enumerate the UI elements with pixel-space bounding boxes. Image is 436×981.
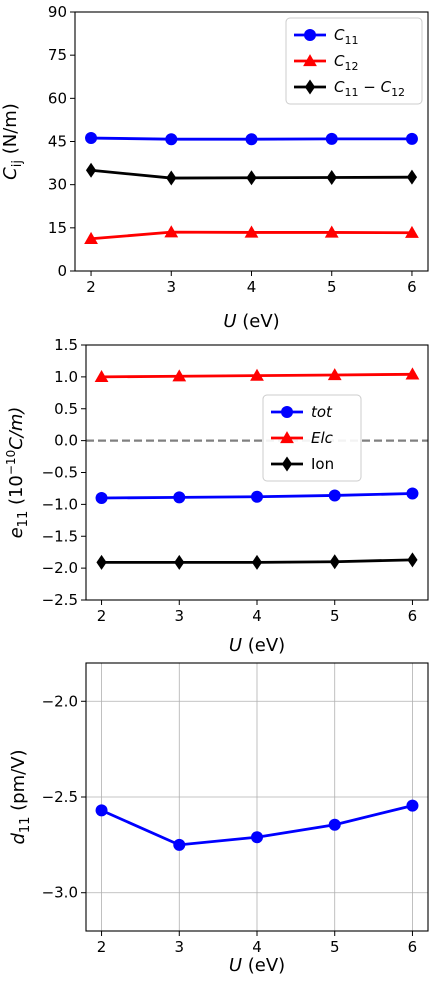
y-tick-label: 90: [48, 3, 67, 21]
y-tick-label: 0: [57, 262, 67, 280]
legend: C11 C12 C11 − C12: [285, 17, 423, 105]
x-tick-label: 3: [174, 938, 184, 956]
x-axis-label: U (eV): [229, 635, 285, 656]
data-point: [172, 369, 187, 382]
legend-marker: [281, 456, 293, 472]
x-tick-label: 4: [247, 278, 257, 296]
data-point: [406, 799, 419, 812]
y-tick-label: 75: [48, 46, 67, 64]
data-point: [406, 169, 418, 185]
data-point: [166, 170, 177, 186]
data-point: [327, 368, 342, 381]
legend-label: Ion: [311, 455, 334, 473]
legend-box: [285, 17, 423, 105]
x-axis-label: U (eV): [229, 955, 285, 976]
x-tick-label: 4: [252, 938, 262, 956]
legend-marker: [281, 406, 293, 418]
y-tick-label: −2.0: [42, 559, 78, 577]
x-tick-label: 5: [330, 938, 340, 956]
y-tick-label: −2.5: [42, 788, 78, 806]
y-tick-label: −2.5: [42, 591, 78, 609]
data-point: [244, 225, 259, 238]
y-tick-label: −3.0: [42, 884, 78, 902]
data-point: [407, 552, 418, 568]
x-tick-label: 2: [97, 938, 107, 956]
data-point: [325, 132, 338, 145]
legend-marker: [303, 54, 317, 67]
y-axis-label: d11 (pm/V): [8, 749, 33, 844]
data-point: [328, 818, 341, 831]
data-point: [173, 491, 186, 504]
data-point: [251, 831, 263, 844]
data-point: [251, 554, 263, 570]
y-tick-label: 45: [48, 133, 67, 151]
x-tick-label: 6: [408, 607, 418, 625]
legend-label: C11 − C12: [334, 78, 405, 99]
legend-label: tot: [311, 403, 333, 421]
data-point: [164, 225, 179, 238]
data-point: [96, 554, 107, 570]
plot-frame: [85, 662, 429, 932]
y-tick-label: 0.0: [54, 432, 78, 450]
data-point: [165, 133, 178, 146]
data-point: [84, 231, 98, 244]
legend: tot Elc Ion: [262, 394, 362, 482]
data-point: [405, 132, 418, 145]
y-tick-label: −1.5: [42, 527, 78, 545]
data-point: [94, 369, 109, 383]
legend-label: C11: [334, 26, 358, 47]
y-tick-label: −1.0: [42, 495, 78, 513]
data-point: [85, 132, 98, 145]
y-tick-label: 30: [48, 176, 67, 194]
data-point: [245, 133, 258, 146]
data-point: [406, 487, 419, 500]
data-point: [246, 170, 257, 186]
chart-panel-3: 2 3 4 5 6 −3.0 −2.5 −2.0 U (eV) d11 (pm/V): [8, 662, 429, 976]
data-point: [173, 838, 186, 851]
legend-label: C12: [334, 52, 358, 73]
x-tick-label: 5: [330, 607, 340, 625]
x-tick-label: 6: [408, 938, 418, 956]
x-tick-label: 6: [407, 278, 417, 296]
data-point: [174, 554, 185, 570]
y-tick-label: 1.5: [54, 336, 78, 354]
data-point: [95, 492, 108, 504]
data-point: [324, 225, 339, 238]
plot-frame: [74, 11, 429, 272]
data-point: [250, 368, 264, 381]
data-point: [95, 804, 108, 817]
x-tick-label: 2: [97, 607, 107, 625]
x-tick-label: 4: [252, 607, 262, 625]
x-axis-label: U (eV): [223, 311, 279, 332]
legend-marker: [280, 431, 294, 444]
x-tick-label: 3: [174, 607, 184, 625]
y-tick-label: 15: [48, 219, 67, 237]
data-point: [328, 489, 341, 502]
y-tick-label: −0.5: [42, 464, 78, 482]
y-tick-label: −2.0: [42, 692, 78, 710]
data-point: [405, 225, 419, 238]
x-tick-label: 3: [166, 278, 176, 296]
y-tick-label: 0.5: [54, 400, 78, 418]
legend-marker: [304, 79, 316, 95]
y-axis-label: e11 (10−10C/m): [4, 407, 31, 539]
y-tick-label: 1.0: [54, 368, 78, 386]
y-tick-label: 60: [48, 89, 67, 107]
x-tick-label: 2: [86, 278, 96, 296]
data-point: [251, 490, 263, 503]
legend-label: Elc: [311, 429, 334, 447]
x-tick-label: 5: [327, 278, 337, 296]
y-axis-label: Cij (N/m): [0, 103, 25, 180]
data-point: [85, 162, 97, 178]
data-point: [329, 554, 340, 570]
plot-frame: [85, 344, 429, 601]
chart-panel-2: 2 3 4 5 6 −2.5 −2.0 −1.5 −1.0 −0.5 0.0 0.5 1.0 1.5 U (…: [4, 336, 429, 656]
legend-marker: [304, 29, 316, 41]
data-point: [405, 367, 420, 380]
data-point: [326, 169, 337, 185]
